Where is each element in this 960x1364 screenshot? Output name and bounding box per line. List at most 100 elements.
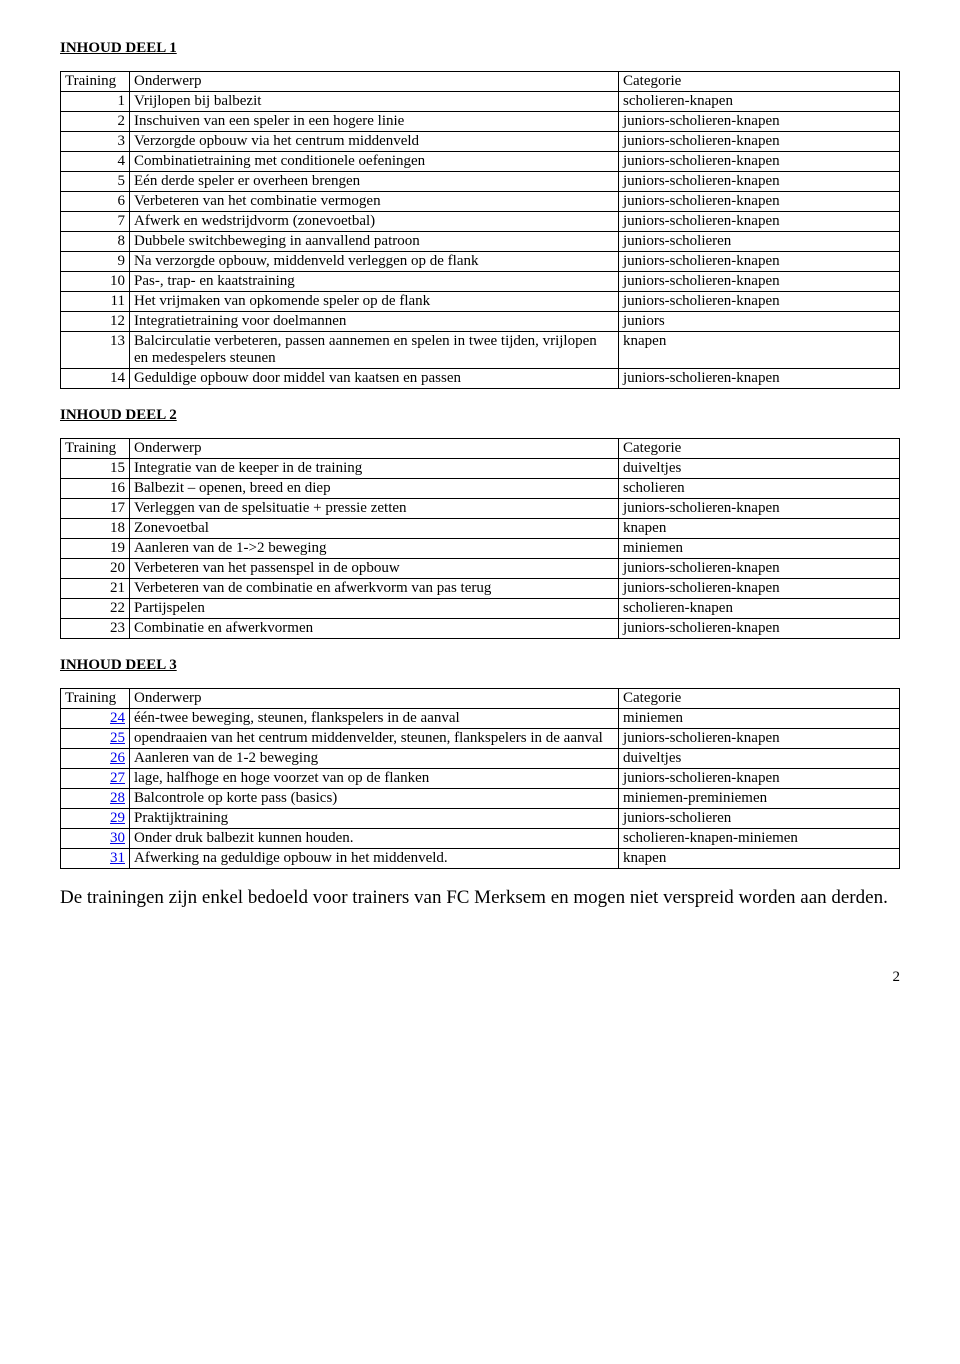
training-number: 27	[61, 769, 130, 789]
training-number: 17	[61, 499, 130, 519]
training-category: juniors-scholieren-knapen	[619, 619, 900, 639]
table-header-row: TrainingOnderwerpCategorie	[61, 689, 900, 709]
training-category: miniemen-preminiemen	[619, 789, 900, 809]
table-row: 18Zonevoetbalknapen	[61, 519, 900, 539]
training-category: juniors-scholieren-knapen	[619, 769, 900, 789]
section-title: INHOUD DEEL 2	[60, 407, 900, 424]
training-link[interactable]: 30	[110, 830, 125, 846]
table-row: 16Balbezit – openen, breed en diepscholi…	[61, 479, 900, 499]
training-subject: Inschuiven van een speler in een hogere …	[130, 112, 619, 132]
training-category: scholieren-knapen	[619, 599, 900, 619]
table-row: 8Dubbele switchbeweging in aanvallend pa…	[61, 232, 900, 252]
training-subject: Na verzorgde opbouw, middenveld verlegge…	[130, 252, 619, 272]
training-category: knapen	[619, 519, 900, 539]
training-subject: Combinatie en afwerkvormen	[130, 619, 619, 639]
training-subject: Verbeteren van het combinatie vermogen	[130, 192, 619, 212]
training-number: 1	[61, 92, 130, 112]
table-row: 31 Afwerking na geduldige opbouw in het m…	[61, 849, 900, 869]
training-category: juniors-scholieren	[619, 809, 900, 829]
training-subject: Aanleren van de 1->2 beweging	[130, 539, 619, 559]
training-number: 26	[61, 749, 130, 769]
training-subject: Afwerking na geduldige opbouw in het mid…	[130, 849, 619, 869]
table-row: 29 Praktijktrainingjuniors-scholieren	[61, 809, 900, 829]
table-row: 12Integratietraining voor doelmannenjuni…	[61, 312, 900, 332]
table-row: 4Combinatietraining met conditionele oef…	[61, 152, 900, 172]
table-row: 20Verbeteren van het passenspel in de op…	[61, 559, 900, 579]
training-subject: Verleggen van de spelsituatie + pressie …	[130, 499, 619, 519]
training-number: 30	[61, 829, 130, 849]
training-subject: Partijspelen	[130, 599, 619, 619]
table-header-cell: Categorie	[619, 439, 900, 459]
training-category: juniors-scholieren-knapen	[619, 369, 900, 389]
training-number: 25	[61, 729, 130, 749]
training-subject: Afwerk en wedstrijdvorm (zonevoetbal)	[130, 212, 619, 232]
training-category: juniors-scholieren-knapen	[619, 499, 900, 519]
training-category: juniors-scholieren-knapen	[619, 152, 900, 172]
table-row: 14Geduldige opbouw door middel van kaats…	[61, 369, 900, 389]
training-subject: Praktijktraining	[130, 809, 619, 829]
training-subject: Eén derde speler er overheen brengen	[130, 172, 619, 192]
training-number: 8	[61, 232, 130, 252]
training-number: 13	[61, 332, 130, 369]
training-number: 23	[61, 619, 130, 639]
training-category: duiveltjes	[619, 749, 900, 769]
table-row: 27 lage, halfhoge en hoge voorzet van op …	[61, 769, 900, 789]
table-row: 28Balcontrole op korte pass (basics)mini…	[61, 789, 900, 809]
training-table: TrainingOnderwerpCategorie1Vrijlopen bij…	[60, 71, 900, 389]
training-category: knapen	[619, 849, 900, 869]
training-subject: lage, halfhoge en hoge voorzet van op de…	[130, 769, 619, 789]
training-subject: opendraaien van het centrum middenvelder…	[130, 729, 619, 749]
training-number: 2	[61, 112, 130, 132]
training-number: 28	[61, 789, 130, 809]
training-table: TrainingOnderwerpCategorie15Integratie v…	[60, 438, 900, 639]
training-number: 18	[61, 519, 130, 539]
training-category: juniors-scholieren-knapen	[619, 272, 900, 292]
training-subject: Dubbele switchbeweging in aanvallend pat…	[130, 232, 619, 252]
training-subject: Aanleren van de 1-2 beweging	[130, 749, 619, 769]
training-category: juniors-scholieren-knapen	[619, 192, 900, 212]
table-row: 10Pas-, trap- en kaatstrainingjuniors-sc…	[61, 272, 900, 292]
training-subject: Onder druk balbezit kunnen houden.	[130, 829, 619, 849]
table-row: 7Afwerk en wedstrijdvorm (zonevoetbal)ju…	[61, 212, 900, 232]
table-row: 17Verleggen van de spelsituatie + pressi…	[61, 499, 900, 519]
training-category: juniors-scholieren-knapen	[619, 112, 900, 132]
training-number: 24	[61, 709, 130, 729]
training-link[interactable]: 27	[110, 770, 125, 786]
training-number: 16	[61, 479, 130, 499]
training-number: 3	[61, 132, 130, 152]
table-row: 30Onder druk balbezit kunnen houden.scho…	[61, 829, 900, 849]
training-link[interactable]: 26	[110, 750, 125, 766]
table-header-cell: Training	[61, 689, 130, 709]
training-subject: Integratietraining voor doelmannen	[130, 312, 619, 332]
training-subject: één-twee beweging, steunen, flankspelers…	[130, 709, 619, 729]
training-subject: Integratie van de keeper in de training	[130, 459, 619, 479]
training-number: 19	[61, 539, 130, 559]
training-category: juniors-scholieren-knapen	[619, 729, 900, 749]
training-link[interactable]: 28	[110, 790, 125, 806]
table-header-row: TrainingOnderwerpCategorie	[61, 72, 900, 92]
training-number: 7	[61, 212, 130, 232]
table-header-cell: Categorie	[619, 72, 900, 92]
training-number: 9	[61, 252, 130, 272]
training-subject: Het vrijmaken van opkomende speler op de…	[130, 292, 619, 312]
table-row: 15Integratie van de keeper in de trainin…	[61, 459, 900, 479]
training-link[interactable]: 25	[110, 730, 125, 746]
table-row: 11Het vrijmaken van opkomende speler op …	[61, 292, 900, 312]
training-link[interactable]: 31	[110, 850, 125, 866]
table-header-cell: Onderwerp	[130, 72, 619, 92]
footer-note: De trainingen zijn enkel bedoeld voor tr…	[60, 887, 900, 909]
table-row: 13Balcirculatie verbeteren, passen aanne…	[61, 332, 900, 369]
training-category: duiveltjes	[619, 459, 900, 479]
table-row: 25 opendraaien van het centrum middenveld…	[61, 729, 900, 749]
training-category: juniors-scholieren	[619, 232, 900, 252]
training-category: juniors-scholieren-knapen	[619, 212, 900, 232]
training-link[interactable]: 24	[110, 710, 125, 726]
training-number: 6	[61, 192, 130, 212]
training-subject: Verzorgde opbouw via het centrum middenv…	[130, 132, 619, 152]
training-link[interactable]: 29	[110, 810, 125, 826]
section-title: INHOUD DEEL 1	[60, 40, 900, 57]
table-header-cell: Training	[61, 72, 130, 92]
training-number: 12	[61, 312, 130, 332]
table-header-cell: Categorie	[619, 689, 900, 709]
training-number: 15	[61, 459, 130, 479]
